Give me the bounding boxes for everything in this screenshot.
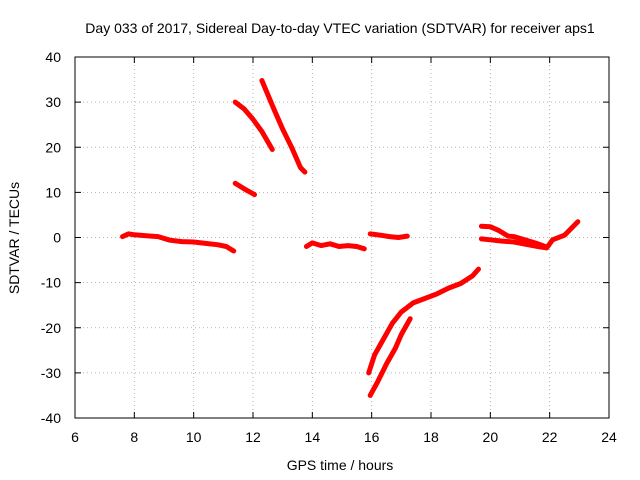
series-seg6 <box>367 231 410 240</box>
series-seg8 <box>367 316 413 398</box>
data-series <box>120 78 581 398</box>
x-tick-label: 14 <box>305 429 321 445</box>
series-seg9 <box>478 223 548 249</box>
y-tick-label: 30 <box>45 94 61 110</box>
x-tick-label: 12 <box>245 429 261 445</box>
series-seg3 <box>232 180 257 198</box>
y-tick-label: 20 <box>45 139 61 155</box>
series-seg10 <box>478 219 581 251</box>
series-seg2 <box>232 99 275 152</box>
x-tick-label: 16 <box>364 429 380 445</box>
x-tick-label: 18 <box>423 429 439 445</box>
y-tick-label: -40 <box>41 410 61 426</box>
series-seg7 <box>366 266 481 376</box>
y-axis-title: SDTVAR / TECUs <box>6 182 22 294</box>
series-seg4 <box>259 78 308 175</box>
x-tick-label: 6 <box>71 429 79 445</box>
x-tick-label: 22 <box>542 429 558 445</box>
x-tick-label: 24 <box>601 429 617 445</box>
x-tick-label: 10 <box>186 429 202 445</box>
chart-title: Day 033 of 2017, Sidereal Day-to-day VTE… <box>85 20 595 36</box>
y-tick-label: 40 <box>45 49 61 65</box>
axis-ticks: 6 8 10 12 14 16 18 20 22 24 -40 -30 -20 -10 0 10 20 30 40 <box>41 49 617 445</box>
x-tick-label: 20 <box>483 429 499 445</box>
y-tick-label: -10 <box>41 275 61 291</box>
series-seg1 <box>120 231 237 254</box>
series-seg5 <box>303 240 367 252</box>
y-tick-label: -20 <box>41 320 61 336</box>
x-axis-title: GPS time / hours <box>287 457 394 473</box>
y-tick-label: -30 <box>41 365 61 381</box>
y-tick-label: 10 <box>45 184 61 200</box>
y-tick-label: 0 <box>53 230 61 246</box>
x-tick-label: 8 <box>130 429 138 445</box>
